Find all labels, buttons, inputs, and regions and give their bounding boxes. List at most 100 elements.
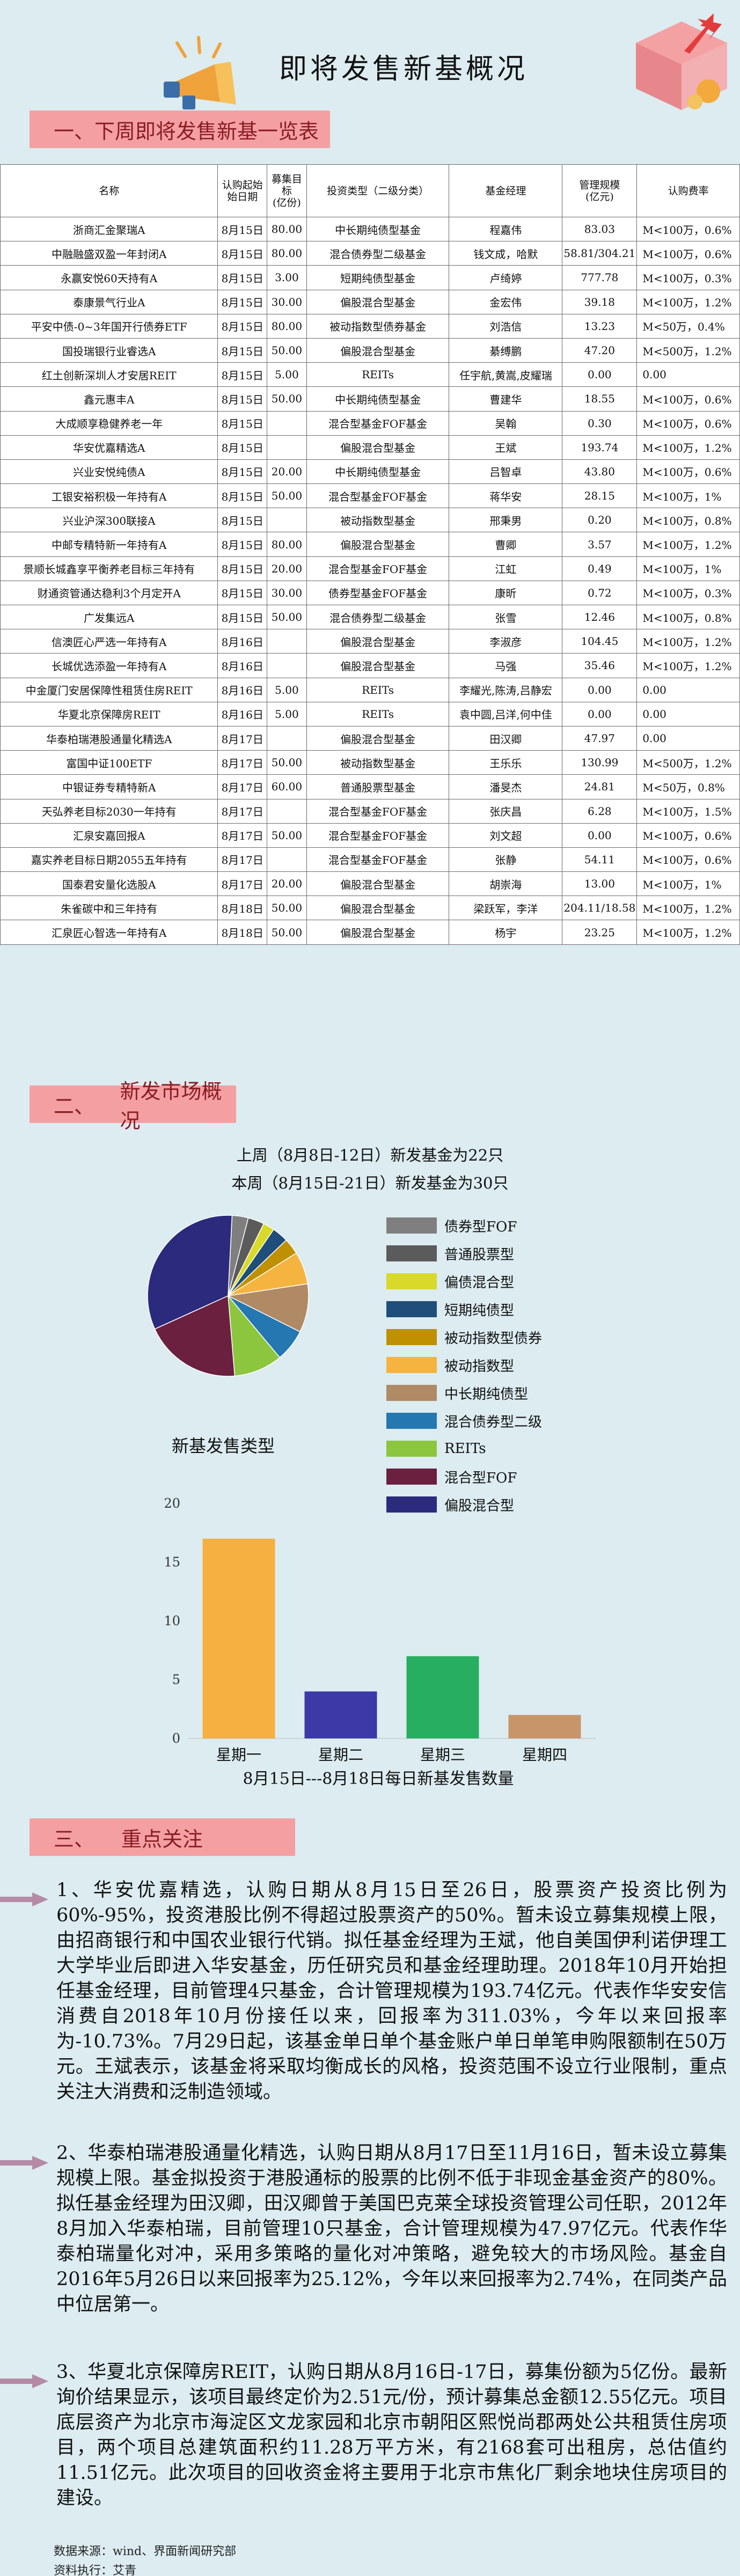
table-cell: 偏股混合型基金 (306, 920, 450, 945)
last-week-summary: 上周（8月8日-12日）新发基金为22只 (236, 1146, 504, 1164)
table-cell: 吕智卓 (449, 459, 563, 485)
table-cell: 马强 (449, 653, 563, 678)
table-cell: M<100万，1% (636, 556, 740, 581)
table-cell: 刘浩信 (449, 313, 563, 339)
table-cell: 204.11/18.58 (562, 896, 638, 921)
table-cell: 汇泉安嘉回报A (0, 823, 218, 848)
table-cell: M<100万，1.2% (636, 920, 740, 945)
legend-label: 被动指数型债券 (444, 1330, 543, 1347)
table-cell: 13.23 (562, 313, 638, 339)
table-cell: 0.00 (562, 701, 638, 726)
table-cell: 24.81 (562, 774, 638, 799)
table-cell: 梁跃军，李洋 (449, 896, 563, 921)
table-cell: 50.00 (267, 483, 307, 509)
legend-swatch (386, 1245, 437, 1261)
table-cell: 吴翰 (449, 410, 563, 436)
pie-slice (228, 1294, 281, 1377)
table-cell: 50.00 (267, 823, 307, 848)
table-cell: 8月16日 (217, 677, 268, 702)
table-row: 兴业安悦纯债A 8月15日 20.00 中长期纯债型基金 吕智卓 43.80 M<100万，… (0, 459, 740, 485)
pie-slice (147, 1215, 233, 1330)
table-cell: 777.78 (562, 265, 638, 290)
table-cell: 8月15日 (217, 435, 268, 460)
legend-label: REITs (444, 1441, 486, 1457)
table-row: 华泰柏瑞港股通量化精选A 8月17日 偏股混合型基金 田汉卿 47.97 0.00 (0, 725, 740, 751)
table-cell: 偏股混合型基金 (306, 725, 450, 751)
table-cell: 8月15日 (217, 386, 268, 412)
table-cell: 8月18日 (217, 920, 268, 945)
table-cell: 短期纯债型基金 (306, 265, 450, 290)
table-cell: 20.00 (267, 871, 307, 897)
table-cell: 8月15日 (217, 337, 268, 363)
table-cell: 兴业沪深300联接A (0, 508, 218, 533)
table-cell: 混合型基金FOF基金 (306, 798, 450, 824)
table-row: 大成顺享稳健养老一年 8月15日 混合型基金FOF基金 吴翰 0.30 M<100万，0.… (0, 410, 740, 436)
table-cell: M<100万，1.2% (636, 653, 740, 678)
table-cell: 国投瑞银行业睿选A (0, 337, 218, 363)
legend-swatch (386, 1329, 437, 1345)
table-cell: 浙商汇金聚瑞A (0, 216, 218, 242)
table-cell: 兴业安悦纯债A (0, 459, 218, 485)
table-cell: 华泰柏瑞港股通量化精选A (0, 725, 218, 751)
table-row: 华安优嘉精选A 8月15日 偏股混合型基金 王斌 193.74 M<100万，1.2% (0, 435, 740, 460)
table-cell: 8月15日 (217, 241, 268, 266)
table-cell: 5.00 (267, 701, 307, 726)
table-row: 浙商汇金聚瑞A 8月15日 80.00 中长期纯债型基金 程嘉伟 83.03 M<100万，… (0, 216, 740, 242)
table-cell: 8月16日 (217, 629, 268, 654)
table-cell: 80.00 (267, 241, 307, 266)
table-cell (267, 847, 307, 872)
table-cell: 60.00 (267, 774, 307, 799)
table-cell: 偏股混合型基金 (306, 653, 450, 678)
table-cell: 0.00 (636, 701, 740, 726)
legend-swatch (386, 1413, 437, 1429)
column-header: 基金经理 (449, 164, 563, 217)
focus-paragraph-2: 2、华泰柏瑞港股通量化精选，认购日期从8月17日至11月16日，暂未设立募集规模… (56, 2142, 727, 2315)
table-cell: 43.80 (562, 459, 638, 485)
table-cell: 蒋华安 (449, 483, 563, 509)
table-cell: 朱雀碳中和三年持有 (0, 896, 218, 921)
table-cell: 偏股混合型基金 (306, 337, 450, 363)
table-row: 汇泉匠心智选一年持有A 8月18日 50.00 偏股混合型基金 杨宇 23.25 M<100… (0, 920, 740, 945)
table-cell: 8月17日 (217, 871, 268, 897)
table-cell: 混合型基金FOF基金 (306, 410, 450, 436)
bar (508, 1715, 581, 1738)
table-cell: 鑫元惠丰A (0, 386, 218, 412)
table-cell: 8月15日 (217, 459, 268, 485)
legend-label: 混合型FOF (444, 1470, 517, 1486)
table-row: 红土创新深圳人才安居REIT 8月15日 5.00 REITs 任宇航,黄嵩,皮耀瑞 0.… (0, 362, 740, 387)
table-cell: 18.55 (562, 386, 638, 412)
table-cell: 8月15日 (217, 216, 268, 242)
table-row: 永赢安悦60天持有A 8月15日 3.00 短期纯债型基金 卢绮婷 777.78 M<100… (0, 265, 740, 290)
legend-label: 被动指数型 (444, 1358, 515, 1375)
table-cell: 54.11 (562, 847, 638, 872)
legend-label: 普通股票型 (444, 1246, 515, 1263)
table-cell: 50.00 (267, 896, 307, 921)
table-cell: 104.45 (562, 629, 638, 654)
table-cell: 80.00 (267, 532, 307, 557)
pie-legend: 债券型FOF 普通股票型 偏债混合型 短期纯债型 被动指数型债券 被动指数型 中长期纯债型混… (386, 1212, 542, 1518)
section-header-1: 一、下周即将发售新基一览表 (30, 111, 330, 148)
table-row: 广发集远A 8月15日 50.00 混合债券型二级基金 张雪 12.46 M<100万，0.… (0, 604, 740, 630)
table-cell (267, 508, 307, 533)
new-fund-table: 名称 认购起始 始日期 募集目标 (亿份) 投资类型（二级分类） 基金经理 管理… (0, 164, 740, 945)
table-cell: 永赢安悦60天持有A (0, 265, 218, 290)
focus-paragraph-3: 3、华夏北京保障房REIT，认购日期从8月16日-17日，募集份额为5亿份。最新… (56, 2361, 727, 2509)
author: 资料执行：艾青 (54, 2564, 137, 2576)
table-cell: 钱文成，哈默 (449, 241, 563, 266)
bar (304, 1691, 377, 1738)
table-row: 汇泉安嘉回报A 8月17日 50.00 混合型基金FOF基金 刘文超 0.00 M<100万… (0, 823, 740, 848)
column-header: 募集目标 (亿份) (267, 164, 307, 217)
legend-item: 被动指数型债券 (386, 1323, 542, 1351)
table-cell: 信澳匠心严选一年持有A (0, 629, 218, 654)
table-cell: 8月17日 (217, 750, 268, 775)
table-cell: M<100万，1.2% (636, 629, 740, 654)
table-cell: 偏股混合型基金 (306, 629, 450, 654)
table-cell: 王斌 (449, 435, 563, 460)
table-cell: 0.00 (562, 362, 638, 387)
arrow-icon (0, 2374, 48, 2388)
table-cell: 20.00 (267, 556, 307, 581)
table-cell: 8月18日 (217, 896, 268, 921)
table-cell: 大成顺享稳健养老一年 (0, 410, 218, 436)
table-cell: 被动指数型基金 (306, 508, 450, 533)
table-cell: 财通资管通达稳利3个月定开A (0, 580, 218, 606)
